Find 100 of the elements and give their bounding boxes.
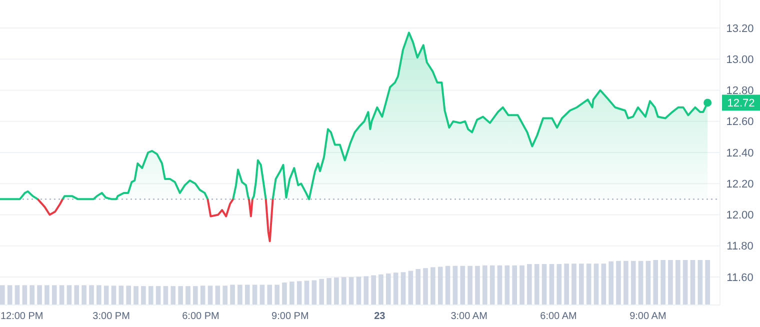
bar [452, 266, 458, 305]
bar [252, 284, 258, 305]
y-tick-label: 12.20 [726, 178, 754, 190]
bar [564, 264, 569, 305]
bar [186, 286, 190, 305]
bar [96, 285, 102, 305]
bar [0, 285, 5, 305]
bar [416, 269, 421, 305]
y-tick-label: 12.80 [726, 85, 754, 98]
bar [393, 272, 398, 305]
bar [22, 285, 28, 305]
bar [118, 286, 124, 305]
bar [371, 275, 376, 305]
bar [475, 266, 480, 305]
bar [30, 285, 35, 305]
x-tick-label: 23 [374, 311, 386, 322]
bar [482, 265, 488, 305]
y-tick-label: 13.20 [726, 22, 754, 35]
bar [163, 286, 168, 305]
bar [364, 276, 369, 305]
bar [556, 264, 562, 305]
x-tick-label: 12:00 PM [0, 311, 44, 322]
annotation: 12.72 [727, 98, 755, 110]
bar [504, 265, 510, 305]
bar [386, 274, 391, 305]
bar [304, 280, 310, 305]
bar [14, 285, 20, 305]
bar [497, 265, 502, 305]
x-tick-label: 6:00 PM [182, 311, 220, 322]
bar [675, 260, 680, 305]
bar [178, 286, 183, 305]
bar [274, 284, 280, 305]
bar [200, 286, 206, 305]
bar [601, 264, 606, 305]
bar [238, 284, 242, 305]
bar [74, 285, 80, 305]
bar [534, 264, 540, 305]
bar [7, 285, 12, 305]
bar [89, 285, 94, 305]
y-tick-label: 11.60 [726, 272, 754, 284]
x-tick-label: 3:00 AM [450, 311, 488, 322]
bar [653, 260, 658, 305]
bar [141, 286, 146, 305]
bar [549, 264, 554, 305]
bar [230, 284, 235, 305]
bar [296, 281, 302, 305]
x-tick-label: 3:00 PM [92, 311, 130, 322]
y-tick-label: 11.80 [726, 240, 754, 253]
bar [638, 260, 644, 305]
y-tick-label: 12.40 [726, 147, 754, 160]
bar [341, 277, 346, 305]
bar [282, 282, 287, 305]
bar [192, 286, 198, 305]
bar [578, 264, 584, 305]
bar [490, 265, 495, 305]
bar [215, 286, 220, 305]
bar [520, 265, 524, 305]
bar [616, 260, 621, 305]
bar [624, 260, 628, 305]
bar [608, 261, 614, 305]
bar [356, 276, 362, 305]
bar [82, 285, 86, 305]
bar [630, 260, 636, 305]
bar [572, 264, 576, 305]
bar [312, 280, 317, 305]
bar [148, 286, 154, 305]
bar [430, 267, 436, 305]
bar [423, 268, 428, 305]
bar [348, 277, 354, 305]
bar [527, 264, 532, 305]
bar [468, 266, 472, 305]
bar [668, 260, 673, 305]
bar [660, 260, 666, 305]
bar [705, 260, 710, 305]
y-tick-label: 13.00 [726, 54, 754, 66]
bar [400, 272, 406, 305]
bar [334, 278, 339, 305]
bar [52, 285, 57, 305]
bar [134, 286, 138, 305]
x-tick-label: 9:00 PM [272, 311, 309, 322]
bar [260, 284, 265, 305]
bar [690, 260, 696, 305]
x-tick-label: 9:00 AM [630, 311, 666, 322]
bar [289, 282, 294, 305]
bar [44, 285, 50, 305]
bar [104, 286, 109, 305]
bar [66, 285, 72, 305]
bar [126, 286, 132, 305]
bar [208, 286, 213, 305]
bar [438, 266, 443, 305]
bar [156, 286, 161, 305]
bar [111, 286, 116, 305]
bar [682, 260, 688, 305]
y-tick-label: 12.60 [726, 116, 754, 128]
bar [244, 284, 250, 305]
bar [378, 274, 384, 305]
x-tick-label: 6:00 AM [540, 311, 577, 322]
bar [646, 260, 651, 305]
bar [319, 278, 324, 305]
y-tick-label: 12.00 [726, 210, 754, 222]
